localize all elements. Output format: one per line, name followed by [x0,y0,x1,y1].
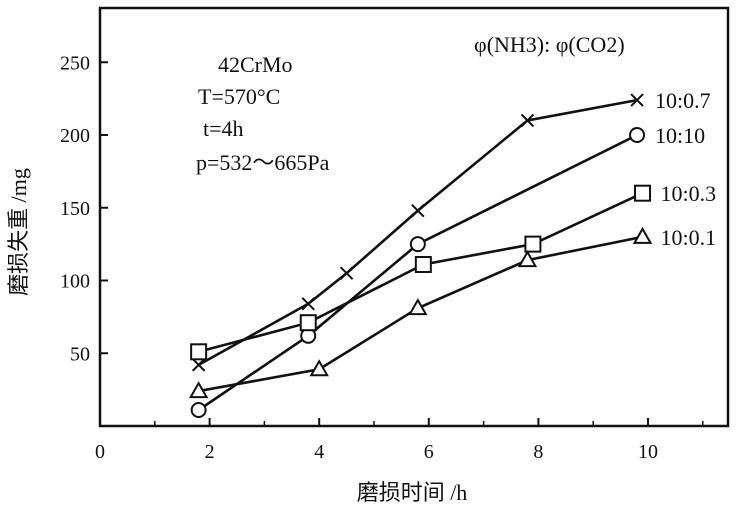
series-triangle: 10:0.1 [188,225,717,399]
data-point-square [299,314,317,332]
y-tick-label: 200 [60,125,90,147]
series-label: 10:10 [655,123,705,148]
x-tick-label: 6 [424,441,434,463]
annotation-temperature: T=570°C [198,84,280,109]
series-line [197,133,638,412]
y-axis-label: 磨损失重 /mg [6,168,31,296]
series-x: 10:0.7 [191,88,711,372]
y-tick-label: 50 [70,343,90,365]
data-point-cross [191,358,206,372]
axes: 0 2 4 6 8 10 50 100 150 200 250 [60,6,730,463]
chart-labels: 磨损时间 /h 磨损失重 /mg 42CrMo T=570°C t=4h p=5… [6,32,625,505]
y-tick-label: 150 [60,198,90,220]
x-tick-label: 0 [95,441,105,463]
annotation-pressure: p=532～665Pa [196,150,330,175]
data-point-cross [630,93,644,107]
x-tick-label: 8 [533,441,543,463]
data-point-square [524,235,542,253]
data-point-cross [411,203,425,218]
data-point-circle [190,401,207,418]
chart-marks: 10:0.7 10:10 10:0.3 10:0.1 [188,88,717,418]
annotation-time: t=4h [203,116,244,141]
series-square: 10:0.3 [190,181,717,361]
data-point-circle [629,127,646,143]
data-point-square [414,255,432,273]
series-circle: 10:10 [190,123,705,418]
cross-stroke [301,297,315,311]
series-label: 10:0.3 [661,181,717,206]
x-axis-label: 磨损时间 /h [357,480,468,505]
series-label: 10:0.7 [655,88,711,113]
data-point-square [190,343,208,361]
cross-stroke [339,266,354,280]
cross-stroke [520,113,535,128]
annotation-material: 42CrMo [218,52,293,77]
data-point-circle [409,236,426,253]
data-point-triangle [632,226,653,244]
data-point-triangle [517,250,538,268]
data-point-cross [339,266,354,280]
data-point-cross [520,113,535,128]
x-tick-label: 2 [205,441,215,463]
cross-stroke [630,93,644,107]
series-label: 10:0.1 [661,225,717,250]
plot-frame [98,6,730,428]
data-point-triangle [188,381,209,399]
y-tick-label: 250 [60,52,90,74]
y-tick-label: 100 [60,271,90,293]
cross-stroke [191,358,206,372]
cross-stroke [411,203,425,218]
data-point-triangle [309,359,329,377]
data-point-cross [301,297,315,311]
x-tick-label: 10 [638,441,658,463]
data-point-triangle [408,298,428,316]
x-tick-label: 4 [314,441,324,463]
data-point-square [634,184,652,202]
legend-header: φ(NH3): φ(CO2) [474,32,625,57]
series-line [198,98,638,367]
